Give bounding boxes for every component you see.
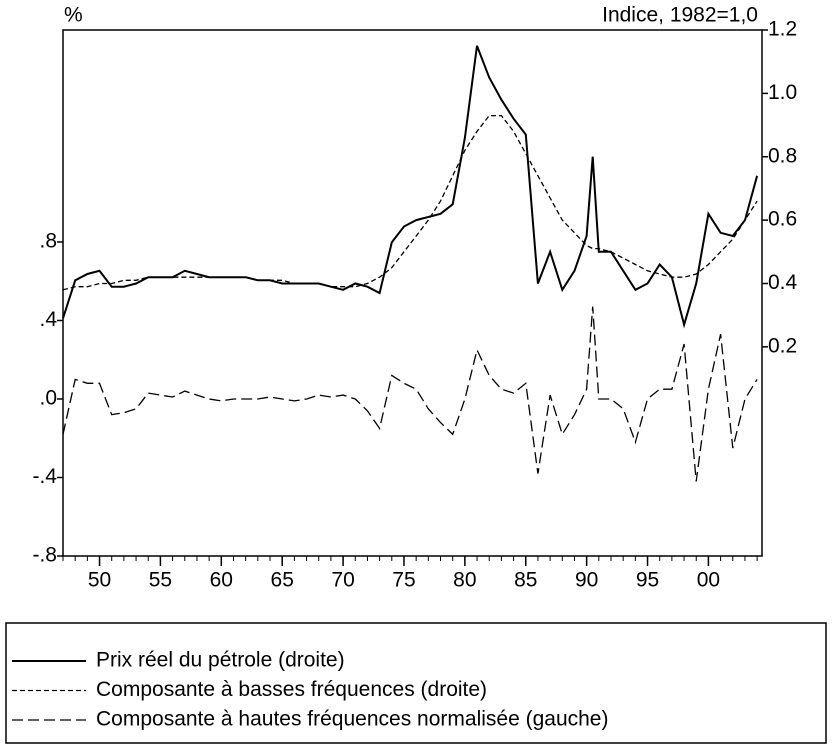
y2-tick-label: 0.4 xyxy=(768,271,798,294)
y2-tick-label: 0.8 xyxy=(768,144,797,167)
series-line xyxy=(62,114,758,291)
x-tick-label: 65 xyxy=(271,569,294,592)
x-tick-label: 50 xyxy=(88,569,111,592)
x-tick-label: 95 xyxy=(636,569,659,592)
y2-tick-label: 0.6 xyxy=(768,208,797,231)
y-tick-label: .8 xyxy=(39,230,57,253)
legend-label: Prix réel du pétrole (droite) xyxy=(96,649,345,672)
x-tick-label: 90 xyxy=(575,569,598,592)
y-tick-label: -.8 xyxy=(32,544,57,567)
legend xyxy=(5,622,827,744)
y-axis-label: % xyxy=(64,4,83,27)
y2-tick-label: 1.2 xyxy=(768,18,797,41)
plot-frame xyxy=(62,29,763,557)
y-tick-label: .4 xyxy=(39,308,57,331)
series-line xyxy=(62,45,759,329)
y2-tick-label: 1.0 xyxy=(768,81,797,104)
legend-label: Composante à basses fréquences (droite) xyxy=(96,678,487,701)
x-tick-label: 75 xyxy=(392,569,415,592)
y2-tick-label: 0.2 xyxy=(768,334,797,357)
series-line xyxy=(62,306,758,482)
y-tick-label: -.4 xyxy=(32,465,57,488)
y-tick-label: .0 xyxy=(39,387,57,410)
x-tick-label: 85 xyxy=(514,569,537,592)
x-tick-label: 80 xyxy=(453,569,476,592)
x-tick-label: 60 xyxy=(210,569,233,592)
x-tick-label: 00 xyxy=(697,569,720,592)
legend-label: Composante à hautes fréquences normalisé… xyxy=(96,708,608,731)
y2-axis-label: Indice, 1982=1,0 xyxy=(602,4,758,27)
x-tick-label: 55 xyxy=(149,569,172,592)
x-tick-label: 70 xyxy=(331,569,354,592)
